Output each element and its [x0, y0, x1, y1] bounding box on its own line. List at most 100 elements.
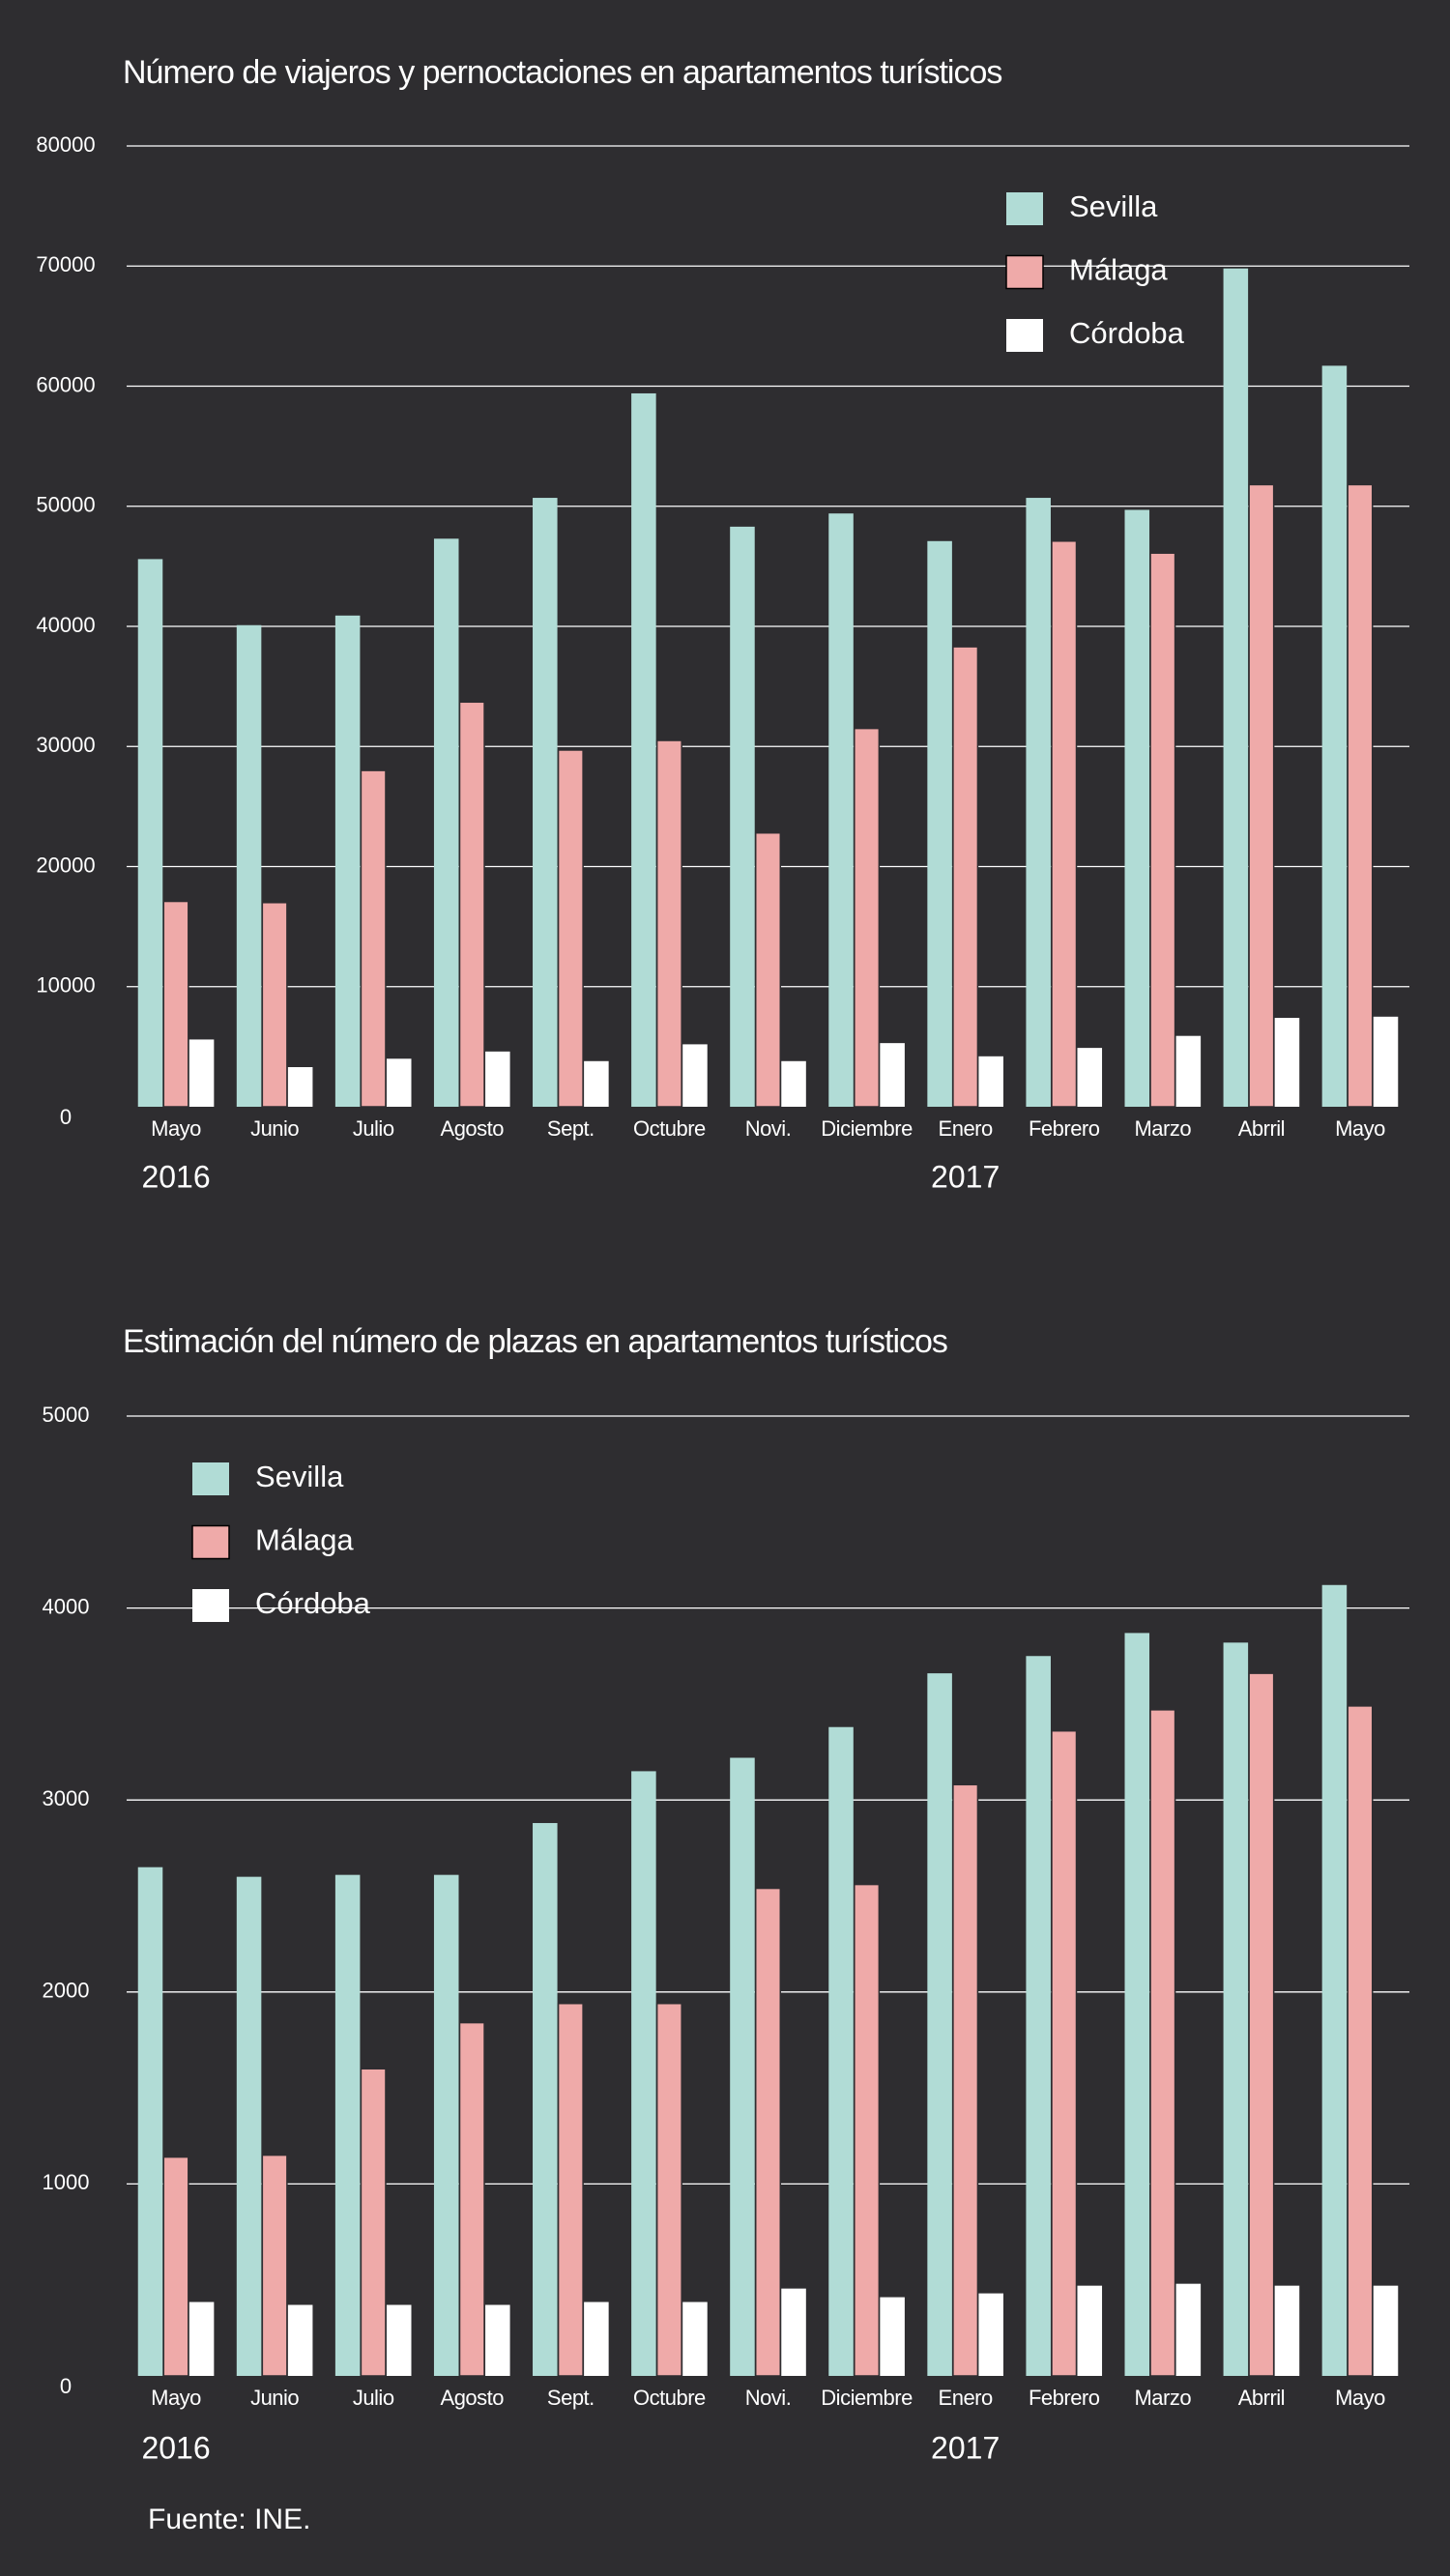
- x-tick-label: Mayo: [151, 1116, 201, 1141]
- bar: [927, 1673, 952, 2376]
- bar: [584, 2301, 609, 2376]
- bar: [1248, 1672, 1275, 2377]
- bar: [1124, 509, 1150, 1107]
- bar: [1321, 365, 1348, 1107]
- bar: [781, 2288, 806, 2376]
- bar: [386, 2304, 412, 2376]
- bar: [1321, 1584, 1348, 2376]
- x-tick-label: Mayo: [1335, 1116, 1385, 1141]
- bar: [1077, 1048, 1103, 1107]
- year-label: 2017: [931, 1159, 1000, 1194]
- source-note: Fuente: INE.: [148, 2504, 310, 2535]
- bar: [682, 1044, 708, 1107]
- x-tick-label: Febrero: [1029, 2386, 1100, 2410]
- x-tick-label: Junio: [250, 1116, 299, 1141]
- bar: [1347, 483, 1374, 1108]
- bar: [952, 646, 979, 1108]
- x-tick-label: Marzo: [1134, 2386, 1191, 2410]
- bar: [386, 1058, 412, 1107]
- legend-label: Málaga: [1069, 253, 1168, 287]
- bar: [730, 1757, 755, 2376]
- x-tick-label: Febrero: [1029, 1116, 1100, 1141]
- bar: [1175, 1035, 1202, 1107]
- bar: [557, 2002, 584, 2377]
- bar: [287, 1066, 313, 1107]
- bar: [1248, 483, 1275, 1108]
- y-tick-label: 4000: [43, 1594, 90, 1618]
- bar: [1026, 1656, 1051, 2376]
- year-label: 2016: [141, 2430, 210, 2465]
- bar: [137, 559, 163, 1107]
- chart-title: Estimación del número de plazas en apart…: [123, 1323, 947, 1360]
- bar: [557, 749, 584, 1108]
- x-tick-label: Octubre: [633, 1116, 706, 1141]
- bar: [754, 831, 782, 1108]
- y-tick-label: 50000: [36, 493, 95, 517]
- y-tick-label: 1000: [43, 2170, 90, 2194]
- bar: [854, 1883, 881, 2377]
- bar: [828, 513, 854, 1107]
- bar: [1026, 498, 1051, 1107]
- bar: [1373, 1016, 1399, 1107]
- bar: [631, 1771, 656, 2376]
- y-tick-label: 60000: [36, 372, 95, 396]
- legend-label: Sevilla: [255, 1460, 344, 1493]
- x-tick-label: Sept.: [547, 2386, 594, 2410]
- y-tick-label: 40000: [36, 613, 95, 637]
- y-tick-label: 10000: [36, 973, 95, 998]
- bar: [1274, 1018, 1300, 1107]
- bar: [1149, 552, 1176, 1108]
- bar: [1175, 2283, 1202, 2376]
- x-tick-label: Agosto: [441, 1116, 505, 1141]
- y-tick-label: 70000: [36, 252, 95, 276]
- bar: [334, 615, 361, 1107]
- chart-title: Número de viajeros y pernoctaciones en a…: [123, 54, 1001, 91]
- y-tick-label: 3000: [43, 1786, 90, 1810]
- bar: [880, 1043, 905, 1107]
- bar: [1051, 1729, 1078, 2377]
- bar: [854, 727, 881, 1108]
- x-tick-label: Novi.: [745, 2386, 792, 2410]
- bar: [533, 1823, 558, 2376]
- y-tick-label: 20000: [36, 853, 95, 877]
- x-tick-label: Agosto: [441, 2386, 505, 2410]
- bar: [236, 1876, 262, 2376]
- bar: [188, 2301, 215, 2376]
- bar: [1373, 2285, 1399, 2376]
- bar: [1149, 1709, 1176, 2377]
- bar: [1077, 2285, 1103, 2376]
- bar: [1223, 1642, 1249, 2376]
- legend-swatch: [192, 1462, 229, 1495]
- legend-swatch: [1006, 319, 1043, 352]
- x-tick-label: Sept.: [547, 1116, 594, 1141]
- bar: [781, 1060, 806, 1107]
- y-tick-label: 80000: [36, 132, 95, 157]
- year-label: 2016: [141, 1159, 210, 1194]
- x-tick-label: Enero: [939, 2386, 993, 2410]
- bar: [927, 540, 952, 1107]
- y-tick-label: 5000: [43, 1403, 90, 1427]
- bar: [1347, 1705, 1374, 2377]
- bar: [655, 739, 682, 1108]
- bar: [458, 701, 485, 1108]
- bar: [360, 769, 387, 1108]
- bar: [682, 2301, 708, 2376]
- bar: [433, 1874, 459, 2376]
- bar: [1223, 268, 1249, 1107]
- bar: [236, 624, 262, 1107]
- bar: [828, 1726, 854, 2376]
- x-tick-label: Marzo: [1134, 1116, 1191, 1141]
- x-tick-label: Octubre: [633, 2386, 706, 2410]
- year-label: 2017: [931, 2430, 1000, 2465]
- bar: [1051, 540, 1078, 1108]
- bar: [137, 1867, 163, 2376]
- x-tick-label: Julio: [353, 2386, 394, 2410]
- bar: [162, 900, 189, 1108]
- y-tick-label: 0: [60, 2374, 72, 2398]
- legend-swatch: [191, 1524, 230, 1560]
- legend-label: Córdoba: [255, 1586, 371, 1620]
- bar: [458, 2021, 485, 2377]
- bar: [978, 2293, 1003, 2376]
- bar: [188, 1039, 215, 1107]
